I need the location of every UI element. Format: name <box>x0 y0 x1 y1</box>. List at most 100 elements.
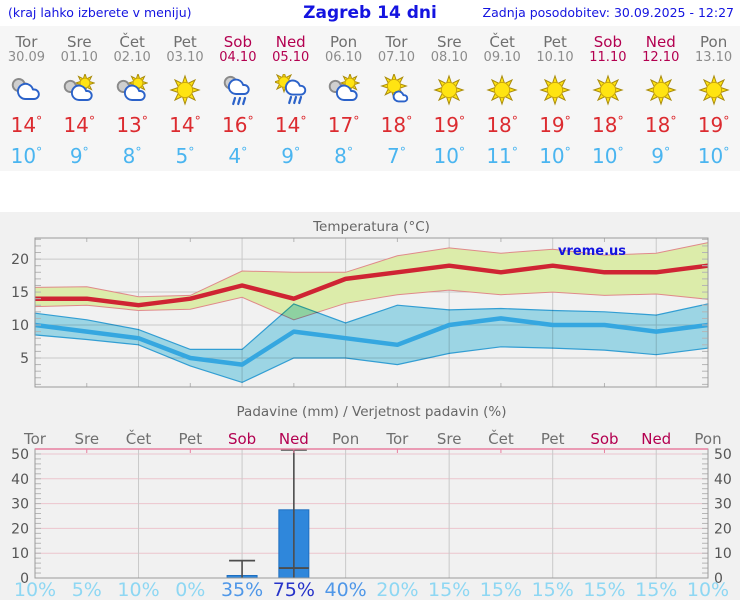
day-name: Sre <box>437 33 462 51</box>
precip-ytick-right: 40 <box>714 472 732 488</box>
precip-probability: 10% <box>117 579 159 600</box>
weather-icon-sunny <box>433 74 465 106</box>
day-column: Ned 05.10 14° 9° <box>264 26 317 171</box>
precip-day-label: Sob <box>590 430 618 448</box>
day-column: Sre 01.10 14° 9° <box>53 26 106 171</box>
precip-ytick-right: 10 <box>714 546 732 562</box>
precip-probability: 35% <box>221 579 263 600</box>
precip-probability: 15% <box>480 579 522 600</box>
temp-max: 18° <box>486 112 518 137</box>
weather-icon-sunny <box>592 74 624 106</box>
day-column: Čet 09.10 18° 11° <box>476 26 529 171</box>
temp-min: 8° <box>122 143 142 168</box>
day-name: Tor <box>385 33 408 51</box>
weather-icon-partly-cloudy <box>328 74 360 101</box>
temp-min: 4° <box>228 143 248 168</box>
precip-day-label: Tor <box>23 430 47 448</box>
precip-ytick-right: 50 <box>714 447 732 463</box>
temp-min: 5° <box>175 143 195 168</box>
temp-max: 14° <box>274 112 307 137</box>
temp-max: 14° <box>169 112 201 137</box>
precip-day-label: Pet <box>178 430 202 448</box>
precip-probability: 15% <box>428 579 470 600</box>
precip-probability: 0% <box>175 579 205 600</box>
day-column: Sob 11.10 18° 10° <box>581 26 634 171</box>
temp-min: 7° <box>386 143 406 168</box>
tmax-line <box>35 263 709 308</box>
day-column: Pet 03.10 14° 5° <box>159 26 212 171</box>
day-date: 30.09 <box>7 50 46 65</box>
temp-max: 14° <box>10 112 43 137</box>
precip-probability: 10% <box>687 579 729 600</box>
day-column: Sob 04.10 16° 4° <box>211 26 264 171</box>
weather-icon-sunny <box>169 74 201 106</box>
day-column: Tor 07.10 18° 7° <box>370 26 423 171</box>
precip-ytick-left: 30 <box>11 497 29 513</box>
precip-day-label: Čet <box>126 429 152 448</box>
precip-probability: 10% <box>14 579 56 600</box>
temp-min: 9° <box>651 143 671 168</box>
day-date: 08.10 <box>430 50 468 65</box>
day-name: Pet <box>543 33 567 51</box>
day-column: Pon 06.10 17° 8° <box>317 26 370 171</box>
weather-icon-sunny <box>645 74 677 106</box>
precip-ytick-left: 0 <box>20 571 29 587</box>
temp-min: 10° <box>10 143 43 168</box>
weather-icon-sun-rain <box>274 74 306 105</box>
day-name: Pet <box>173 33 197 51</box>
precip-day-label: Sre <box>74 430 99 448</box>
precip-probability: 75% <box>273 579 315 600</box>
day-name: Ned <box>645 33 676 51</box>
precip-ytick-right: 20 <box>714 521 732 537</box>
day-date: 02.10 <box>113 50 151 65</box>
temp-max: 16° <box>222 112 254 137</box>
precipitation-chart: Padavine (mm) / Verjetnost padavin (%) To… <box>11 404 732 600</box>
last-update-label: Zadnja posodobitev: 30.09.2025 - 12:27 <box>482 5 734 20</box>
weather-icon-sunny <box>697 74 730 106</box>
day-date: 05.10 <box>272 50 310 65</box>
precip-day-label: Sre <box>437 430 462 448</box>
precip-day-label: Tor <box>385 430 409 448</box>
precip-day-label: Pon <box>694 430 721 448</box>
precip-probability: 5% <box>72 579 102 600</box>
tmin-line <box>34 316 709 367</box>
temp-max: 19° <box>433 112 466 137</box>
weather-icon-cloudy <box>12 78 41 100</box>
temp-min: 9° <box>69 143 89 168</box>
location-menu-hint: (kraj lahko izberete v meniju) <box>8 5 192 20</box>
day-column: Ned 12.10 18° 9° <box>634 26 687 171</box>
day-name: Ned <box>275 33 306 51</box>
temp-ytick-label: 10 <box>11 318 29 334</box>
precip-day-label: Čet <box>488 429 514 448</box>
temp-min: 10° <box>539 143 571 168</box>
day-column: Pon 13.10 19° 10° <box>687 26 740 171</box>
precip-probability: 20% <box>376 579 418 600</box>
day-name: Sob <box>593 33 622 51</box>
temp-max: 17° <box>327 112 360 137</box>
precip-day-label: Ned <box>279 430 309 448</box>
page-title: Zagreb 14 dni <box>303 3 437 23</box>
weather-icon-mostly-sunny <box>380 74 409 103</box>
weather-icon-partly-cloudy <box>64 74 96 101</box>
precip-day-label: Pon <box>332 430 359 448</box>
precip-probability: 40% <box>324 579 366 600</box>
day-date: 07.10 <box>377 50 416 65</box>
precip-day-label: Ned <box>641 430 671 448</box>
precip-ytick-right: 0 <box>714 571 723 587</box>
day-name: Tor <box>15 33 38 51</box>
day-name: Pon <box>700 33 728 51</box>
day-date: 09.10 <box>483 50 521 65</box>
precip-probability: 15% <box>532 579 574 600</box>
temp-ytick-label: 15 <box>11 285 29 301</box>
precip-ytick-left: 10 <box>11 546 29 562</box>
day-name: Sob <box>223 33 252 51</box>
day-date: 10.10 <box>536 50 574 65</box>
vreme-us-link[interactable]: vreme.us <box>558 244 626 259</box>
temp-min: 8° <box>334 143 354 168</box>
day-column: Pet 10.10 19° 10° <box>529 26 582 171</box>
temp-min: 10° <box>592 143 624 168</box>
precip-chart-title: Padavine (mm) / Verjetnost padavin (%) <box>237 404 507 420</box>
precip-ytick-left: 20 <box>11 521 29 537</box>
temp-min: 10° <box>697 143 730 168</box>
forecast-strip: Tor 30.09 14° 10° Sre 01.10 14° 9° Čet 0… <box>0 26 740 171</box>
